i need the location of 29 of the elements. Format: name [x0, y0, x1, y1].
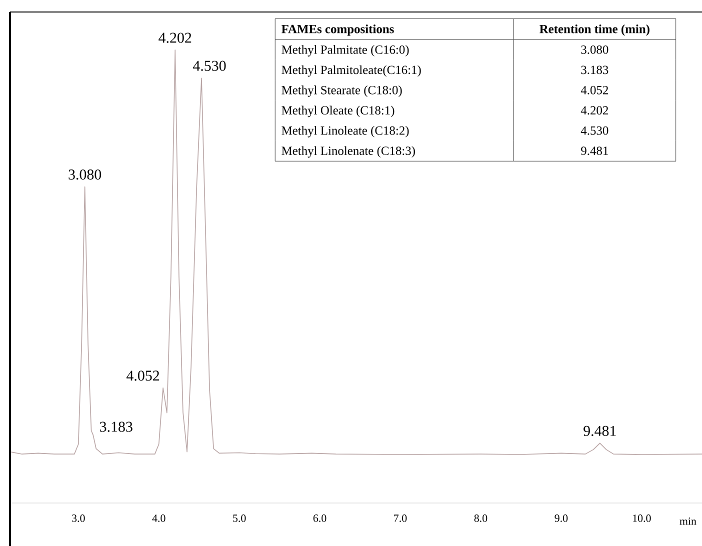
annotation: 4.530 [192, 60, 226, 71]
annotation: Methyl Palmitate (C16:0) [282, 45, 409, 56]
x-tick-label: 6.0 [313, 514, 326, 522]
annotation: Methyl Stearate (C18:0) [282, 86, 402, 97]
annotation: 3.080 [581, 45, 608, 54]
annotation: Methyl Palmitoleate(C16:1) [282, 65, 421, 77]
x-tick-label: 3.0 [72, 514, 85, 522]
annotation: 3.183 [100, 422, 132, 432]
x-tick-label: 7.0 [394, 514, 407, 522]
x-tick-label: 5.0 [233, 514, 246, 522]
annotation: Methyl Linoleate (C18:2) [282, 126, 409, 138]
annotation: 4.052 [580, 86, 608, 94]
text: FAMEs compositions [282, 24, 394, 36]
annotation: 4.202 [158, 32, 192, 43]
annotation: 3.080 [68, 169, 102, 180]
x-tick-label: 8.0 [474, 514, 488, 522]
annotation: 4.530 [580, 126, 608, 135]
annotation: Methyl Linolenate (C18:3) [282, 146, 415, 158]
text: Retention time (min) [540, 24, 650, 36]
annotation: 9.481 [584, 426, 616, 436]
annotation: 4.052 [126, 370, 160, 381]
x-tick-label: 10.0 [633, 514, 651, 522]
x-tick-label: 4.0 [152, 514, 166, 522]
annotation: 4.202 [580, 106, 608, 115]
annotation: 9.481 [581, 146, 608, 156]
annotation: 3.183 [581, 66, 608, 74]
annotation: Methyl Oleate (C18:1) [282, 106, 394, 118]
x-tick-label: 9.0 [554, 514, 568, 522]
x-axis-title: min [680, 518, 696, 525]
